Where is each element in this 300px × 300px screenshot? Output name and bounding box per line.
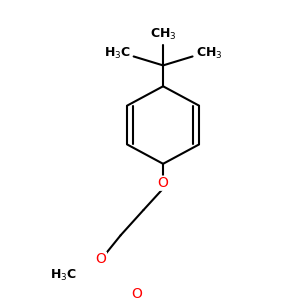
Text: CH$_3$: CH$_3$	[196, 46, 222, 61]
Text: O: O	[158, 176, 169, 190]
Text: H$_3$C: H$_3$C	[50, 268, 77, 283]
Text: O: O	[95, 252, 106, 266]
Text: CH$_3$: CH$_3$	[150, 26, 176, 42]
Text: O: O	[131, 286, 142, 300]
Text: H$_3$C: H$_3$C	[104, 46, 131, 61]
